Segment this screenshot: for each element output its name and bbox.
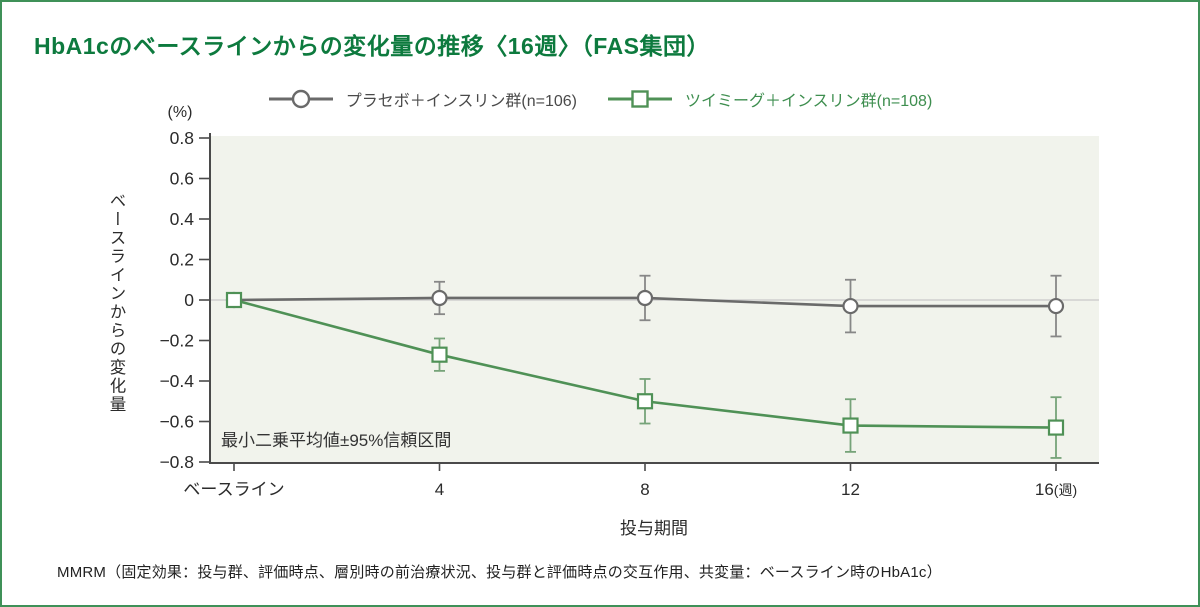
- data-point-square: [431, 346, 448, 363]
- line-chart: 0.8 0.6 0.4 0.2 0 −0.2 −0.4 −0.6 −0.8 ベースライン 4 8 12 1…: [159, 128, 1099, 499]
- y-tick-label: −0.2: [159, 331, 194, 351]
- data-point-square: [225, 291, 243, 309]
- data-point-square: [842, 417, 859, 434]
- y-tick-label: 0.6: [170, 169, 194, 189]
- square-marker-icon: [608, 90, 672, 108]
- legend: プラセボ＋インスリン群(n=106) ツイミーグ＋インスリン群(n=108): [2, 86, 1198, 112]
- data-point-square: [1047, 419, 1065, 436]
- x-tick-label: 8: [640, 480, 649, 499]
- y-axis-unit: (%): [167, 104, 193, 121]
- data-point-circle: [636, 289, 654, 307]
- y-tick-label: 0.8: [170, 128, 194, 148]
- legend-item-twymeeg: ツイミーグ＋インスリン群(n=108): [607, 87, 932, 111]
- footnote: MMRM（固定効果：投与群、評価時点、層別時の前治療状況、投与群と評価時点の交互…: [57, 564, 942, 581]
- y-tick-label: −0.8: [159, 452, 194, 472]
- data-point-square: [636, 393, 654, 410]
- ci-annotation: 最小二乗平均値±95%信頼区間: [221, 431, 452, 450]
- data-point-circle: [431, 289, 448, 307]
- x-tick-label: 4: [435, 480, 444, 499]
- x-axis-title: 投与期間: [620, 519, 688, 538]
- circle-marker-icon: [268, 89, 333, 109]
- y-tick-label: −0.6: [159, 412, 194, 432]
- y-tick-label: 0.2: [170, 250, 194, 270]
- x-tick-label: 16(週): [1035, 480, 1077, 499]
- legend-label-twymeeg: ツイミーグ＋インスリン群(n=108): [685, 93, 933, 110]
- y-axis-title: ベースラインからの変化量: [107, 192, 125, 414]
- data-point-circle: [1047, 297, 1065, 315]
- legend-item-placebo: プラセボ＋インスリン群(n=106): [268, 87, 577, 111]
- x-tick-label: 12: [841, 480, 860, 499]
- x-tick-label: ベースライン: [183, 480, 284, 499]
- y-tick-label: 0: [184, 290, 194, 310]
- figure-title: HbA1cのベースラインからの変化量の推移〈16週〉（FAS集団）: [34, 33, 711, 59]
- legend-label-placebo: プラセボ＋インスリン群(n=106): [345, 93, 577, 110]
- y-tick-label: −0.4: [159, 371, 194, 391]
- data-point-circle: [842, 297, 859, 315]
- y-tick-label: 0.4: [170, 209, 195, 229]
